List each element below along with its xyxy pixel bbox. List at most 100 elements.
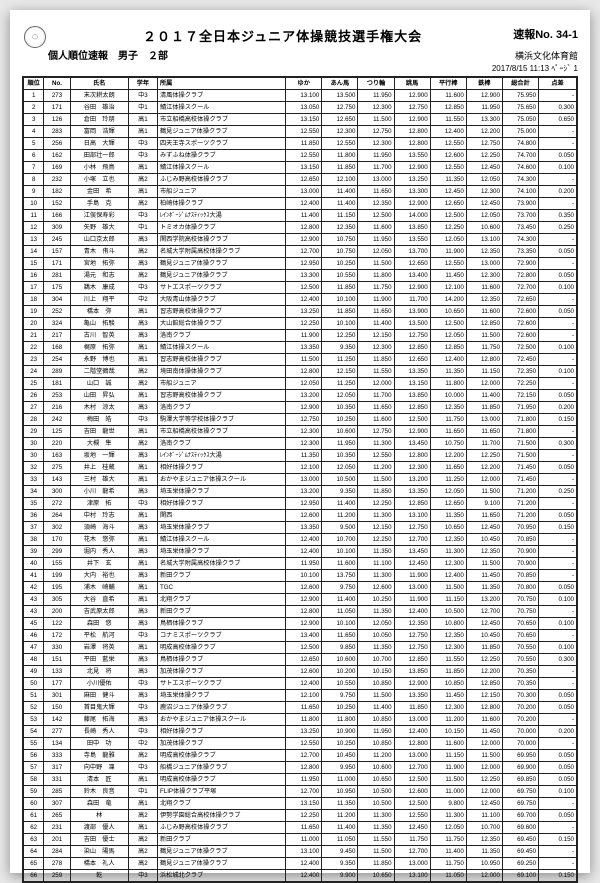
- cell: 69.750: [502, 786, 538, 798]
- cell: 11.050: [322, 606, 358, 618]
- table-row: 52150首目鬼大輝中3鹿沼ジュニア体操クラブ11.65010.25011.40…: [24, 702, 577, 714]
- cell: 12.250: [466, 774, 502, 786]
- cell: 12.650: [430, 198, 466, 210]
- cell: 高1: [128, 306, 157, 318]
- cell: 11.200: [358, 750, 394, 762]
- cell: 13.200: [466, 594, 502, 606]
- cell: 手島 克: [70, 198, 128, 210]
- cell: 高2: [128, 246, 157, 258]
- cell: 10.100: [322, 294, 358, 306]
- cell: 75.950: [502, 90, 538, 102]
- cell: 金田 希: [70, 186, 128, 198]
- cell: 10.800: [430, 618, 466, 630]
- table-row: 51301麻田 健斗高3埼玉栄体操クラブ12.1009.75011.50013.…: [24, 690, 577, 702]
- cell: 12.400: [286, 858, 322, 870]
- cell: 70.350: [502, 666, 538, 678]
- cell: 末次耕太朗: [70, 90, 128, 102]
- cell: -: [539, 714, 577, 726]
- cell: 11.300: [358, 510, 394, 522]
- cell: 125: [44, 426, 70, 438]
- cell: -: [539, 198, 577, 210]
- cell: 中3: [128, 138, 157, 150]
- cell: 鯖江体操スクール: [157, 102, 285, 114]
- cell: 中3: [128, 630, 157, 642]
- cell: 相好体操クラブ: [157, 498, 285, 510]
- cell: 高2: [128, 366, 157, 378]
- cell: 鶴見ジュニア体操クラブ: [157, 270, 285, 282]
- col-header: つり輪: [358, 78, 394, 90]
- cell: 10.750: [322, 246, 358, 258]
- cell: 0.100: [539, 594, 577, 606]
- col-header: 点差: [539, 78, 577, 90]
- cell: 277: [44, 726, 70, 738]
- cell: 69.750: [502, 798, 538, 810]
- cell: 13.000: [466, 414, 502, 426]
- cell: 71.200: [502, 510, 538, 522]
- cell: 10.500: [430, 606, 466, 618]
- cell: 70.350: [502, 678, 538, 690]
- cell: 洛南クラブ: [157, 402, 285, 414]
- cell: 11.650: [286, 822, 322, 834]
- cell: 12.900: [286, 618, 322, 630]
- cell: 13.150: [394, 378, 430, 390]
- cell: 10.450: [466, 534, 502, 546]
- cell: 12.600: [394, 786, 430, 798]
- cell: 高1: [128, 594, 157, 606]
- cell: 12.250: [322, 330, 358, 342]
- cell: 中村 玲志: [70, 510, 128, 522]
- cell: 12.550: [286, 150, 322, 162]
- cell: 12.850: [394, 342, 430, 354]
- cell: 市立船橋高校体操クラブ: [157, 426, 285, 438]
- cell: 12.450: [466, 162, 502, 174]
- cell: 13.250: [286, 306, 322, 318]
- cell: 0.150: [539, 522, 577, 534]
- cell: 12.050: [358, 246, 394, 258]
- cell: 12.400: [286, 546, 322, 558]
- cell: 12.650: [394, 354, 430, 366]
- table-body: 1273末次耕太朗中3清風体操クラブ13.10013.50011.95012.9…: [24, 90, 577, 882]
- cell: 13: [24, 234, 44, 246]
- cell: 染山 陽馬: [70, 846, 128, 858]
- results-table-frame: 順位No.氏名学年所属ゆかあん馬つり輪跳馬平行棒鉄棒総合計点差 1273末次耕太…: [22, 76, 578, 883]
- cell: 11.250: [322, 354, 358, 366]
- table-row: 12309矢野 雄大中1トミオカ体操クラブ12.80012.35011.6001…: [24, 222, 577, 234]
- cell: 0.150: [539, 414, 577, 426]
- cell: 明成高校体操クラブ: [157, 774, 285, 786]
- cell: 199: [44, 570, 70, 582]
- cell: 12.300: [322, 126, 358, 138]
- cell: 71.450: [502, 462, 538, 474]
- cell: 333: [44, 750, 70, 762]
- cell: 0.050: [539, 246, 577, 258]
- cell: 11.650: [358, 402, 394, 414]
- report-number: 速報No. 34-1: [513, 26, 578, 42]
- table-row: 47330岩澤 将英高1明成高校体操クラブ12.5009.85011.35012…: [24, 642, 577, 654]
- cell: 24: [24, 366, 44, 378]
- cell: 36: [24, 510, 44, 522]
- cell: 12.900: [286, 234, 322, 246]
- cell: 山口 誠: [70, 378, 128, 390]
- cell: 73.450: [502, 222, 538, 234]
- cell: 田中 功: [70, 738, 128, 750]
- cell: 鯖江体操スクール: [157, 534, 285, 546]
- cell: 10.750: [430, 438, 466, 450]
- cell: 309: [44, 222, 70, 234]
- cell: 70.200: [502, 702, 538, 714]
- cell: 高3: [128, 546, 157, 558]
- table-row: 8232小塚 立也高2ふじみ野高校体操クラブ12.65012.10013.000…: [24, 174, 577, 186]
- cell: 52: [24, 702, 44, 714]
- cell: 12.350: [358, 198, 394, 210]
- cell: 11.000: [322, 774, 358, 786]
- cell: 11.850: [286, 138, 322, 150]
- cell: 285: [44, 786, 70, 798]
- cell: 木村 涼太: [70, 402, 128, 414]
- cell: 0.050: [539, 762, 577, 774]
- cell: 13.350: [394, 690, 430, 702]
- cell: 70.000: [502, 738, 538, 750]
- cell: 鈴木 良音: [70, 786, 128, 798]
- cell: 12.350: [322, 222, 358, 234]
- cell: 江俣保寿彩: [70, 210, 128, 222]
- table-row: 58331清本 匠高1明成高校体操クラブ11.95011.00010.65012…: [24, 774, 577, 786]
- cell: 12.500: [430, 318, 466, 330]
- cell: 12.050: [358, 618, 394, 630]
- cell: 12.150: [358, 330, 394, 342]
